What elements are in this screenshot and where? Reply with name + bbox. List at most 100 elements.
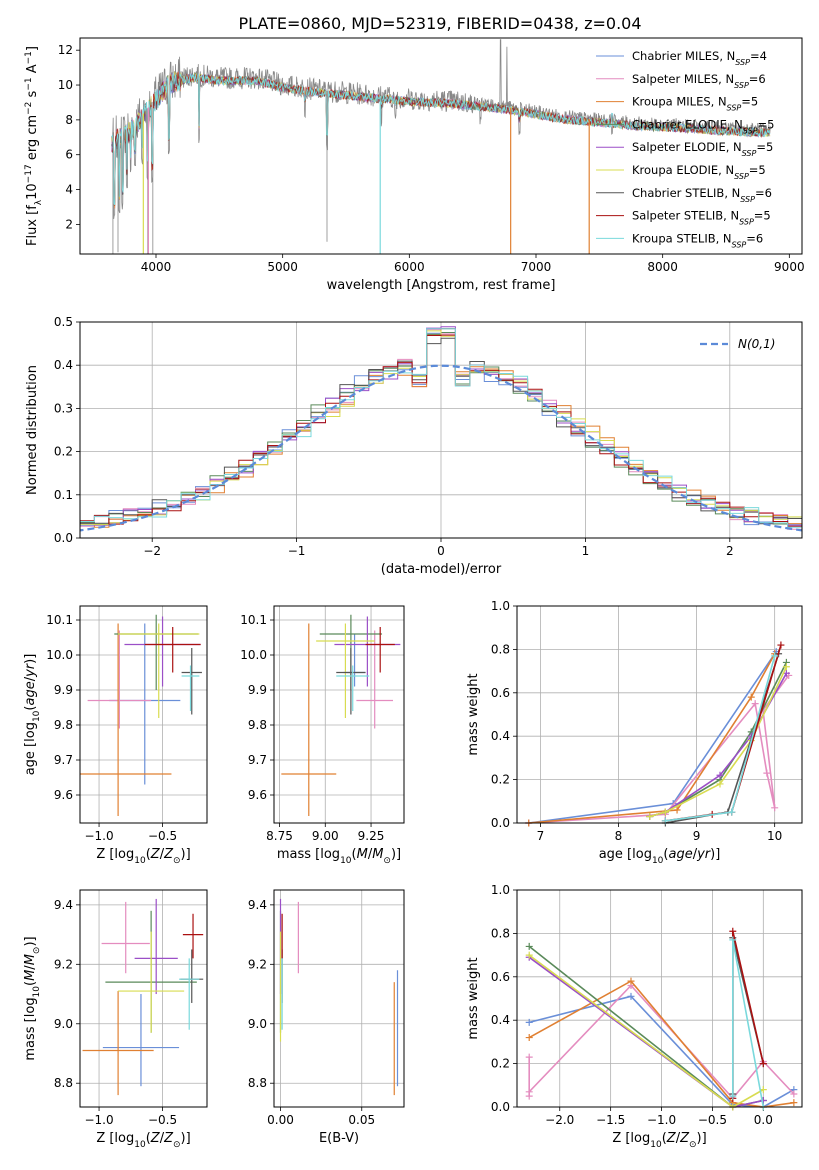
errorbar-salpeter-miles <box>87 630 152 729</box>
model-spectrum-chabrier-elodie <box>111 72 771 204</box>
point-marker-chabrier-miles <box>525 1018 533 1026</box>
x-tick-label: 7 <box>537 829 545 843</box>
y-tick-label: 0.5 <box>54 315 73 329</box>
histogram-salpeter-stelib <box>80 334 802 527</box>
point-marker-kroupa-miles <box>627 977 635 985</box>
y-tick-label: 8.8 <box>54 1076 73 1090</box>
x-tick-label: 0 <box>437 544 445 558</box>
errorbar-chabrier-stelib <box>181 648 202 715</box>
series-line-kroupa-miles <box>528 653 776 824</box>
y-tick-label: 9.7 <box>248 753 267 767</box>
y-axis-label: Normed distribution <box>25 365 40 495</box>
point-marker-salpeter-miles <box>751 700 759 708</box>
x-tick-label: −0.5 <box>148 829 177 843</box>
axes-frame <box>79 37 803 255</box>
y-tick-label: 0.2 <box>491 773 510 787</box>
errorbar-kroupa-stelib <box>336 665 370 711</box>
mass-vs-ebv-panel: 0.00 0.05 8.8 9.0 9.2 9.4 E(B-V) <box>248 889 405 1146</box>
mass-vs-Z-panel: −1.0 −0.5 8.8 9.0 9.2 9.4 Z [log10(Z/Z⊙)] mass … <box>23 889 208 1150</box>
x-tick-label: 6000 <box>394 260 425 274</box>
y-tick-label: 2 <box>65 217 73 231</box>
y-tick-label: 9.4 <box>248 898 267 912</box>
age-vs-Z-plot-area <box>80 614 202 816</box>
point-marker-kroupa-elodie <box>525 951 533 959</box>
histogram-kroupa-stelib <box>80 328 802 528</box>
point-marker-salpeter-elodie <box>716 771 724 779</box>
x-tick-label: 8 <box>615 829 623 843</box>
legend-label-chabrier-miles: Chabrier MILES, NSSP=4 <box>632 49 767 67</box>
legend-label-chabrier-elodie: Chabrier ELODIE, NSSP=5 <box>632 117 774 135</box>
y-tick-label: 9.9 <box>54 683 73 697</box>
point-marker-kroupa-stelib <box>729 1092 737 1100</box>
y-axis-label: age [log10(age/yr)] <box>23 654 42 776</box>
y-tick-label: 9.0 <box>248 1017 267 1031</box>
normal-curve <box>80 364 802 532</box>
axes-frame <box>273 889 405 1108</box>
y-tick-label: 9.6 <box>54 788 73 802</box>
x-tick-label: 2 <box>726 544 734 558</box>
errorbar-chabrier-stelib <box>180 949 204 1003</box>
axes-frame <box>79 605 208 824</box>
errorbar-kroupa-miles <box>80 623 172 816</box>
point-marker-kroupa-elodie <box>759 1086 767 1094</box>
mass-vs-Z-plot-area <box>82 898 204 1096</box>
point-marker-chabrier-elodie <box>525 942 533 950</box>
point-marker-kroupa-elodie <box>661 808 669 816</box>
spectrum-legend: Chabrier MILES, NSSP=4 Salpeter MILES, NS… <box>596 49 774 249</box>
y-tick-label: 10.1 <box>46 613 73 627</box>
x-tick-label: −1.5 <box>596 1113 625 1127</box>
x-tick-label: −0.5 <box>698 1113 727 1127</box>
weight-vs-age-panel: 7 8 9 10 0.0 0.2 0.4 0.6 0.8 1.0 age [log10(age/yr… <box>466 599 803 866</box>
x-tick-label: 9.25 <box>358 829 385 843</box>
point-marker-kroupa-miles <box>673 806 681 814</box>
x-tick-label: 4000 <box>141 260 172 274</box>
legend-label-chabrier-stelib: Chabrier STELIB, NSSP=6 <box>632 186 772 204</box>
axes-frame <box>79 321 803 539</box>
point-marker-kroupa-miles <box>747 693 755 701</box>
errorbar-salpeter-stelib <box>182 913 204 959</box>
x-tick-label: −1.0 <box>647 1113 676 1127</box>
x-tick-label: 9 <box>693 829 701 843</box>
x-axis-label: wavelength [Angstrom, rest frame] <box>327 278 556 293</box>
observed-spectrum <box>111 39 771 219</box>
legend-label-kroupa-stelib: Kroupa STELIB, NSSP=6 <box>632 231 763 249</box>
y-tick-label: 0.4 <box>491 1013 510 1027</box>
x-axis-label: Z [log10(Z/Z⊙)] <box>96 1131 190 1150</box>
point-marker-salpeter-miles <box>763 769 771 777</box>
legend-label-kroupa-miles: Kroupa MILES, NSSP=5 <box>632 95 758 113</box>
point-marker-kroupa-stelib <box>771 652 779 660</box>
point-marker-salpeter-stelib <box>759 1060 767 1068</box>
series-line-chabrier-miles <box>528 651 777 824</box>
y-tick-label: 0.2 <box>54 445 73 459</box>
x-tick-label: 0.0 <box>754 1113 773 1127</box>
y-axis-label: mass weight <box>466 673 481 755</box>
x-tick-label: 1 <box>582 544 590 558</box>
y-tick-label: 9.8 <box>248 718 267 732</box>
point-marker-salpeter-stelib <box>777 641 785 649</box>
errorbar-kroupa-miles <box>82 991 154 1096</box>
series-line-kroupa-stelib <box>665 655 776 822</box>
residual-histogram-panel: −2 −1 0 1 2 0.0 0.1 0.2 0.3 0.4 0.5 (data-model)/er… <box>25 315 803 577</box>
legend-label-kroupa-elodie: Kroupa ELODIE, NSSP=5 <box>632 163 766 181</box>
point-marker-salpeter-miles <box>525 1053 533 1061</box>
y-tick-label: 0.4 <box>54 358 73 372</box>
point-marker-kroupa-stelib <box>729 936 737 944</box>
x-tick-label: 8.75 <box>266 829 293 843</box>
y-tick-label: 10 <box>58 78 73 92</box>
x-axis-label: age [log10(age/yr)] <box>599 847 721 866</box>
histogram-plot-area <box>80 326 802 533</box>
axes-frame <box>516 889 803 1108</box>
y-tick-label: 9.8 <box>54 718 73 732</box>
errorbar-salpeter-miles <box>356 630 394 729</box>
y-tick-label: 9.7 <box>54 753 73 767</box>
y-axis-label: mass [log10(M/M⊙)] <box>23 936 42 1060</box>
y-axis-label: Flux [fλ10−17 erg cm−2 s−1 A−1] <box>24 46 44 246</box>
point-marker-kroupa-elodie <box>782 663 790 671</box>
point-marker-salpeter-stelib <box>729 927 737 935</box>
y-tick-label: 4 <box>65 183 73 197</box>
y-tick-label: 0.8 <box>491 926 510 940</box>
plot-layer: 4000 5000 6000 7000 8000 900024681012waveleng… <box>23 37 805 1150</box>
x-tick-label: 10 <box>767 829 782 843</box>
model-spectrum-chabrier-stelib <box>111 72 771 204</box>
